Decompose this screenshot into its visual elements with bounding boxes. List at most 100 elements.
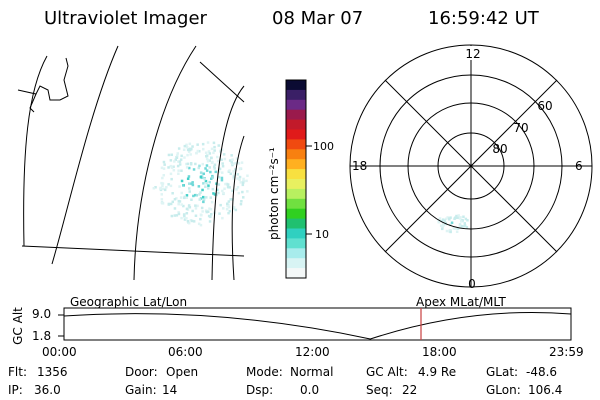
aurora-pixel (180, 179, 184, 183)
aurora-pixel (465, 226, 469, 229)
aurora-pixel (194, 214, 198, 217)
aurora-pixel (177, 211, 180, 214)
aurora-pixel (445, 229, 449, 233)
aurora-pixel (186, 177, 190, 180)
aurora-pixel (455, 214, 458, 218)
aurora-pixel (205, 210, 208, 214)
aurora-pixel (204, 185, 207, 188)
aurora-pixel (217, 144, 220, 147)
colorbar-gradient (286, 80, 306, 279)
latitude-line-upper (199, 61, 245, 103)
aurora-pixel (440, 219, 444, 223)
aurora-pixel (234, 162, 237, 165)
aurora-pixel (211, 176, 214, 179)
status-gain-value: 14 (162, 383, 177, 397)
time-tick-2359: 23:59 (549, 345, 584, 359)
aurora-pixel (189, 163, 193, 166)
aurora-pixel (441, 226, 444, 229)
colorbar-tick-label-100: 100 (313, 140, 334, 153)
aurora-pixel (221, 189, 224, 193)
aurora-pixel (199, 217, 202, 221)
aurora-pixel (204, 167, 207, 170)
aurora-pixel (234, 208, 238, 212)
aurora-pixel (213, 149, 216, 152)
aurora-pixel (447, 217, 451, 220)
aurora-pixel (202, 200, 205, 203)
aurora-pixel (187, 204, 191, 207)
aurora-pixel (228, 209, 232, 213)
status-dsp-value: 0.0 (300, 383, 319, 397)
aurora-pixel (177, 160, 180, 163)
aurora-pixel (167, 166, 170, 169)
status-ip-value: 36.0 (34, 383, 61, 397)
aurora-pixel (188, 190, 191, 193)
aurora-pixel (162, 160, 166, 164)
colorbar-cell (286, 149, 306, 160)
aurora-pixel (182, 184, 185, 187)
aurora-pixel (235, 157, 239, 160)
aurora-pixel (190, 198, 193, 201)
aurora-pixel (212, 192, 215, 195)
aurora-pixel (226, 185, 230, 189)
aurora-pixel (196, 149, 200, 153)
aurora-pixel (198, 164, 201, 168)
aurora-pixel (160, 202, 164, 205)
status-door-value: Open (166, 365, 198, 379)
polar-aurora-emission (437, 214, 469, 234)
aurora-pixel (227, 200, 231, 203)
aurora-pixel (179, 158, 183, 161)
aurora-pixel (438, 218, 441, 222)
aurora-pixel (199, 191, 202, 194)
aurora-pixel (208, 152, 212, 155)
aurora-pixel (171, 192, 174, 195)
aurora-pixel (229, 198, 232, 201)
aurora-pixel (197, 185, 201, 188)
colorbar-cell (286, 248, 306, 259)
aurora-pixel (220, 176, 224, 180)
aurora-pixel (186, 162, 190, 166)
date-label: 08 Mar 07 (272, 8, 363, 29)
colorbar-cell (286, 109, 306, 120)
aurora-pixel (240, 161, 244, 164)
aurora-pixel (185, 146, 189, 149)
aurora-pixel (240, 200, 243, 203)
polar-mlt-plot: 12 18 6 0 60 70 80 (349, 44, 593, 291)
aurora-pixel (152, 187, 156, 190)
aurora-pixel (185, 143, 188, 147)
aurora-pixel (210, 147, 214, 151)
status-door-key: Door: (125, 365, 158, 379)
aurora-pixel (219, 150, 222, 153)
aurora-pixel (450, 221, 454, 224)
aurora-pixel (223, 187, 226, 190)
aurora-pixel (454, 216, 458, 219)
aurora-pixel (200, 206, 204, 210)
aurora-pixel (211, 174, 214, 178)
aurora-pixel (192, 194, 195, 198)
aurora-pixel (217, 170, 221, 173)
aurora-pixel (180, 169, 183, 172)
meridian-line-4 (211, 85, 245, 281)
aurora-pixel (185, 194, 189, 197)
aurora-pixel (217, 183, 221, 186)
status-flt-key: Flt: (8, 365, 27, 379)
aurora-pixel (173, 214, 176, 217)
aurora-pixel (228, 186, 231, 189)
aurora-pixel (194, 193, 197, 197)
aurora-pixel (228, 159, 232, 162)
aurora-pixel (183, 144, 187, 148)
aurora-pixel (222, 207, 225, 210)
aurora-pixel (205, 182, 208, 185)
aurora-pixel (162, 174, 165, 177)
aurora-pixel (182, 148, 186, 151)
status-glat-key: GLat: (486, 365, 518, 379)
aurora-pixel (169, 164, 172, 168)
aurora-pixel (179, 196, 183, 199)
aurora-pixel (210, 161, 214, 165)
aurora-pixel (183, 156, 186, 159)
aurora-pixel (187, 150, 191, 153)
aurora-pixel (460, 224, 464, 228)
aurora-pixel (190, 182, 193, 185)
colorbar: 100 10 photon cm⁻²s⁻¹ (267, 79, 334, 279)
aurora-pixel (453, 227, 457, 230)
